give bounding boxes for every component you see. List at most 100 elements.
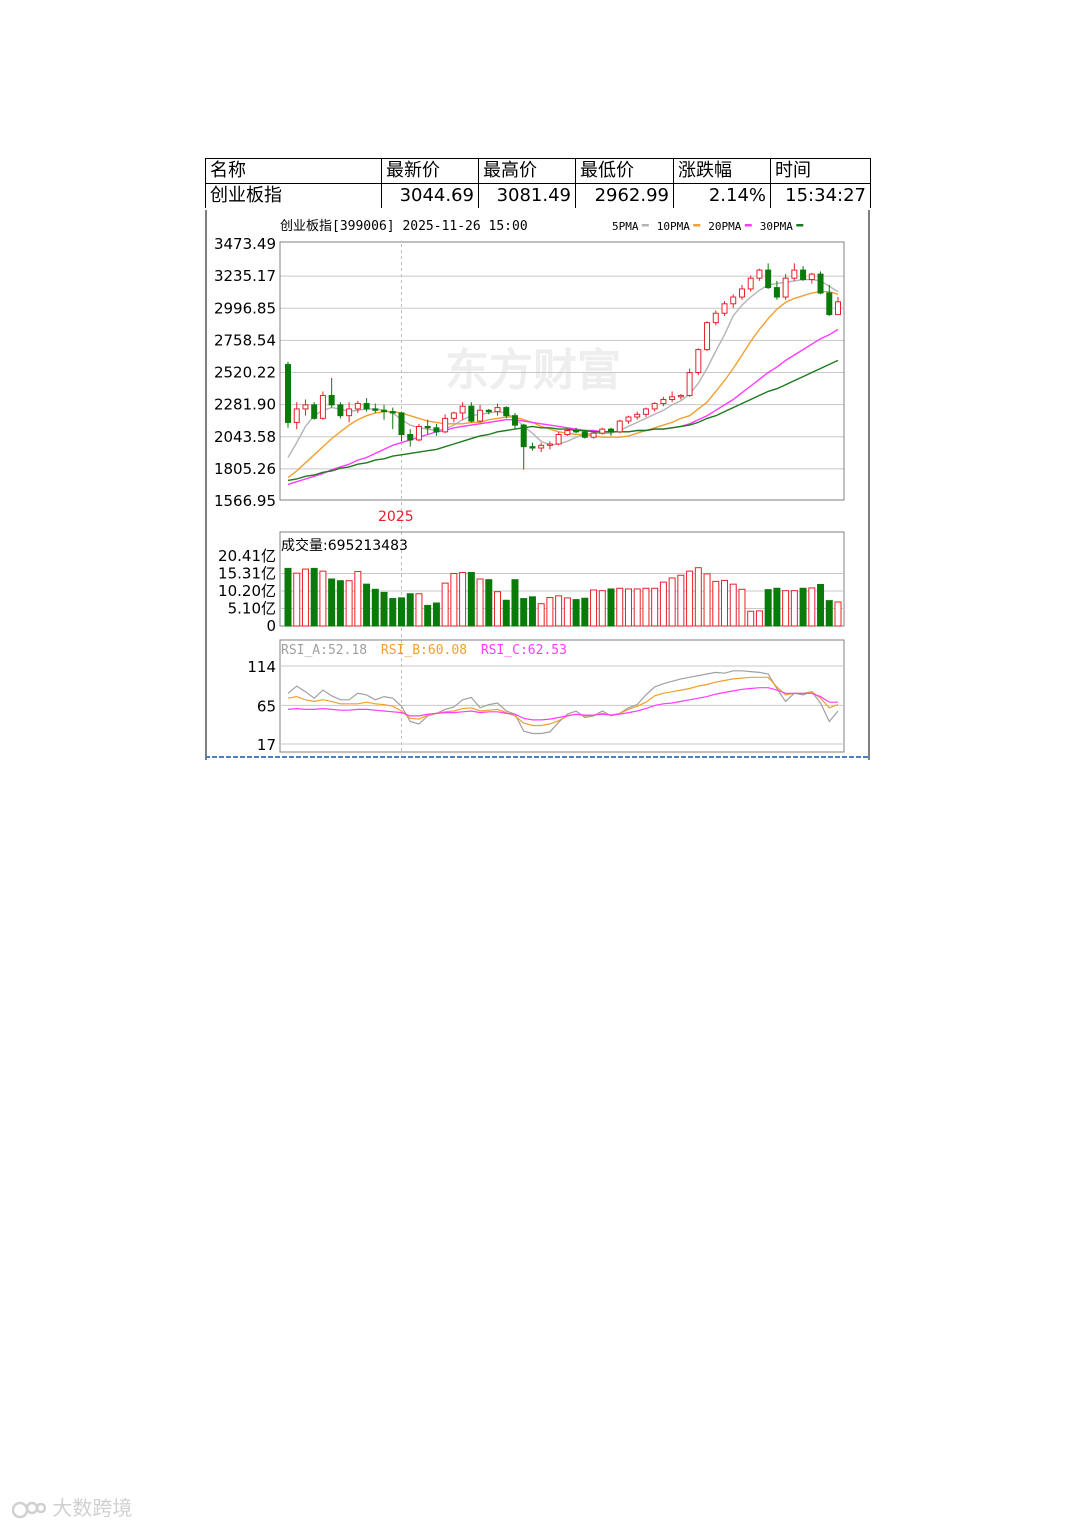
legend-label: 20PMA (708, 220, 741, 233)
cell-latest-price: 3044.69 (381, 183, 479, 208)
candle-body (555, 434, 562, 445)
rsi-tick-label: 17 (257, 736, 276, 754)
volume-bar (598, 590, 606, 627)
header-latest-price: 最新价 (381, 158, 479, 184)
stock-chart: 创业板指[399006] 2025-11-26 15:00 5PMA 10PMA 2… (205, 210, 870, 760)
cell-time: 15:34:27 (770, 183, 871, 208)
volume-bar (572, 599, 580, 627)
candle-body (450, 412, 457, 419)
candle-body (651, 403, 658, 410)
volume-bar (328, 578, 336, 627)
price-tick-label: 2281.90 (214, 396, 276, 414)
price-grid (280, 275, 844, 470)
candle-body (791, 269, 798, 279)
candle-body (363, 403, 370, 410)
volume-bar (581, 597, 589, 627)
volume-bar (808, 587, 816, 627)
price-tick-label: 2996.85 (214, 299, 276, 317)
legend-label: 5PMA (612, 220, 639, 233)
candle-body (293, 408, 300, 423)
ma-lines (287, 278, 839, 486)
candle-body (660, 398, 667, 405)
candle-body (625, 416, 632, 422)
volume-bar (659, 581, 667, 627)
volume-bar (415, 593, 423, 627)
volume-tick-label: 15.31亿 (218, 564, 276, 582)
volume-bar (703, 573, 711, 627)
volume-bar (441, 582, 449, 627)
candle-body (686, 372, 693, 396)
volume-bar (729, 583, 737, 627)
volume-bar (590, 589, 598, 627)
price-tick-label: 3235.17 (214, 267, 276, 285)
legend-swatch (744, 224, 752, 227)
price-tick-label: 3473.49 (214, 235, 276, 253)
legend-swatch (693, 224, 701, 227)
candle-body (381, 409, 388, 413)
volume-bar (432, 602, 440, 627)
candle-body (808, 273, 815, 281)
volume-bar (546, 597, 554, 627)
candle-body (756, 269, 763, 279)
ma-legend: 5PMA 10PMA 20PMA 30PMA (612, 220, 804, 233)
volume-bar (755, 610, 763, 627)
price-tick-label: 2758.54 (214, 331, 276, 349)
candle-body (354, 403, 361, 410)
candle-body (520, 424, 527, 448)
candle-body (485, 409, 492, 413)
volume-bar (354, 570, 362, 627)
candle-body (817, 273, 824, 294)
volume-bar (633, 588, 641, 627)
candle-body (337, 404, 344, 417)
price-tick-label: 2520.22 (214, 364, 276, 382)
price-tick-label: 2043.58 (214, 428, 276, 446)
price-axis: 3473.49 3235.17 2996.85 2758.54 2520.22 2281.… (214, 235, 276, 510)
rsi-line-rsi-b (287, 676, 839, 727)
candle-body (285, 363, 291, 423)
volume-bar (642, 587, 650, 627)
volume-bar (293, 572, 301, 627)
header-name: 名称 (205, 158, 382, 184)
candle-body (503, 407, 510, 417)
candle-body (634, 413, 641, 418)
rsi-c-label: RSI_C:62.53 (481, 643, 567, 658)
candle-body (415, 425, 422, 441)
volume-bar (371, 588, 379, 627)
candle-body (642, 408, 649, 415)
candle-body (442, 417, 449, 433)
candle-body (765, 269, 772, 289)
candle-body (704, 322, 711, 351)
ma-line-5pma (287, 278, 839, 458)
legend-label: 30PMA (760, 220, 793, 233)
candle-body (721, 303, 728, 314)
rsi-panel-frame (279, 639, 845, 753)
chart-title: 创业板指[399006] 2025-11-26 15:00 (280, 219, 528, 234)
footer-watermark: 大数跨境 (12, 1492, 132, 1522)
candle-body (677, 394, 684, 398)
cell-change-pct: 2.14% (673, 183, 771, 208)
volume-bar (686, 570, 694, 627)
volume-bar (528, 596, 536, 627)
volume-bar (616, 587, 624, 627)
cell-high-price: 3081.49 (478, 183, 576, 208)
candle-body (800, 269, 807, 281)
volume-bar (668, 577, 676, 627)
rsi-labels: RSI_A:52.18 RSI_B:60.08 RSI_C:62.53 (281, 643, 567, 658)
candle-body (459, 405, 466, 414)
quote-table: 名称 最新价 最高价 最低价 涨跌幅 时间 创业板指 3044.69 3081.… (205, 158, 871, 208)
candle-body (424, 425, 431, 429)
candle-body (372, 408, 379, 411)
candle-body (389, 411, 396, 414)
candle-body (511, 415, 518, 426)
candle-body (319, 394, 326, 419)
quote-data-row: 创业板指 3044.69 3081.49 2962.99 2.14% 15:34… (205, 183, 871, 208)
candle-body (738, 288, 745, 298)
rsi-b-label: RSI_B:60.08 (381, 643, 467, 658)
legend-swatch (641, 224, 649, 227)
brand-logo-icon (12, 1501, 46, 1518)
volume-bar (790, 590, 798, 627)
brand-watermark: 东方财富 (445, 345, 621, 396)
candle-body (782, 277, 789, 298)
volume-bar (694, 567, 702, 627)
year-label: 2025 (378, 509, 414, 525)
